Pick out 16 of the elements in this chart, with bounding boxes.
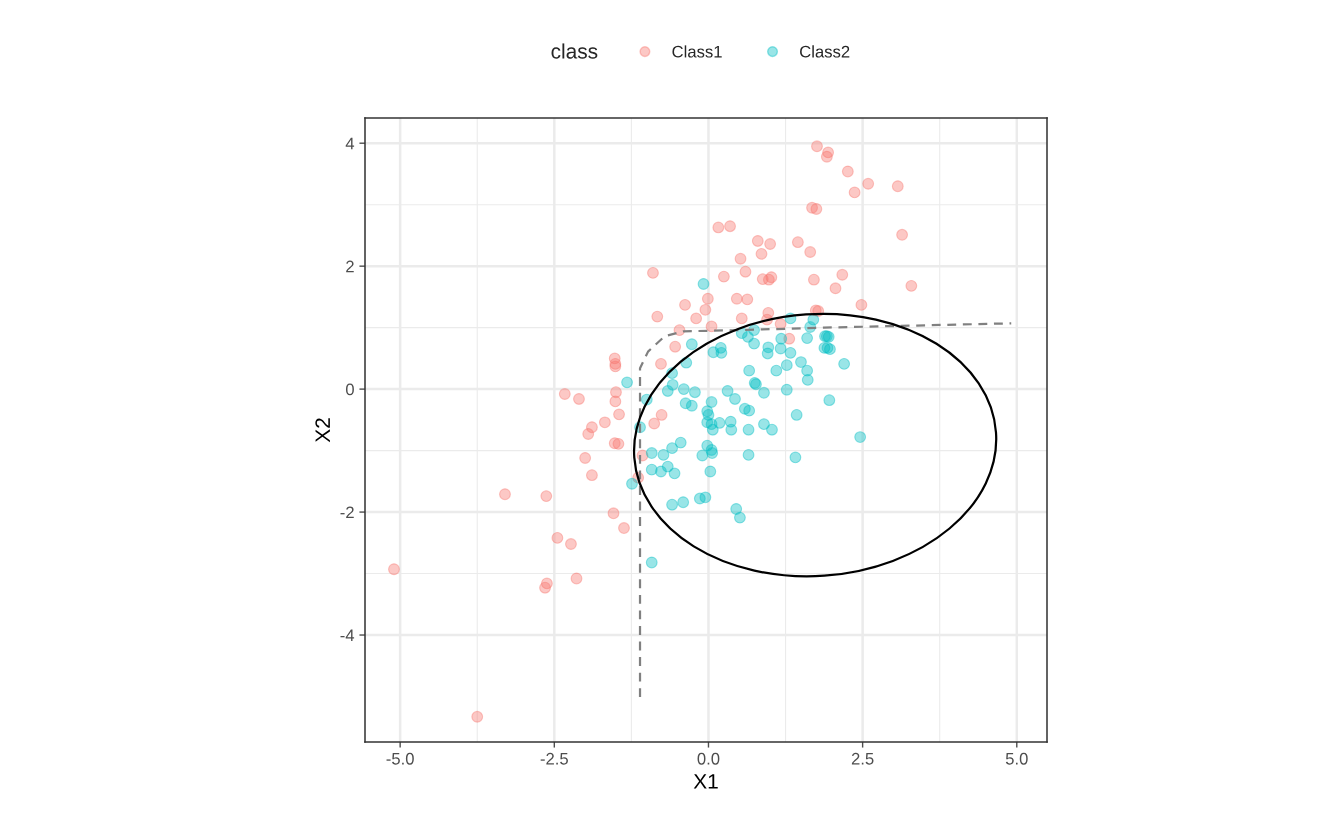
- y-tick-label: 2: [346, 260, 354, 273]
- x-tick-label: -2.5: [540, 752, 568, 765]
- y-tick-label: 4: [345, 137, 355, 150]
- x-tick-label: 2.5: [851, 752, 874, 765]
- x-axis-title: X1: [693, 774, 718, 789]
- x-tick-label: 5.0: [1005, 752, 1028, 765]
- line-series: [638, 322, 1013, 699]
- y-tick-label: -4: [340, 629, 355, 642]
- x-tick-label: -5.0: [386, 752, 414, 765]
- legend-label: Class2: [800, 45, 850, 58]
- y-axis-title: X2: [315, 418, 330, 443]
- y-tick-label: 0: [345, 383, 354, 396]
- y-tick-label: -2: [340, 506, 354, 519]
- legend-label: Class1: [672, 45, 722, 58]
- x-tick-label: 0.0: [697, 752, 720, 765]
- legend-title: class: [551, 43, 598, 59]
